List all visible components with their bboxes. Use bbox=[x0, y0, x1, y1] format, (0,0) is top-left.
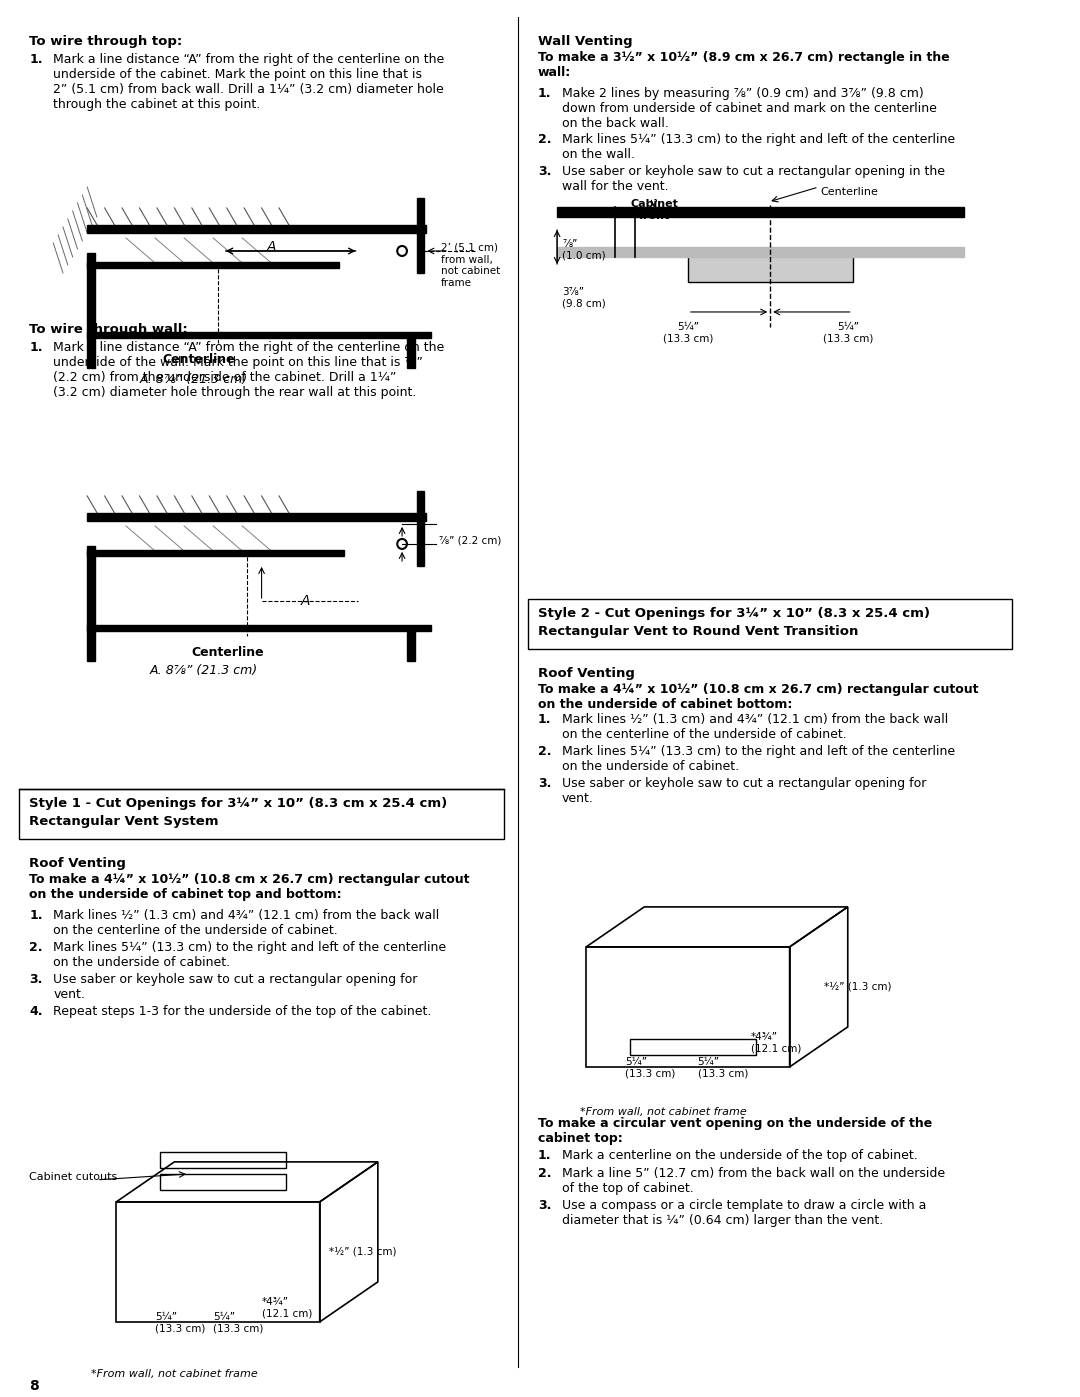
Text: To wire through wall:: To wire through wall: bbox=[29, 323, 188, 335]
Text: 2’ (5.1 cm)
from wall,
not cabinet
frame: 2’ (5.1 cm) from wall, not cabinet frame bbox=[441, 243, 500, 288]
Text: *4¾”
(12.1 cm): *4¾” (12.1 cm) bbox=[261, 1296, 312, 1319]
Text: 5¼”
(13.3 cm): 5¼” (13.3 cm) bbox=[823, 321, 873, 344]
Text: ⅞” (2.2 cm): ⅞” (2.2 cm) bbox=[438, 536, 501, 546]
Text: 5¼”
(13.3 cm): 5¼” (13.3 cm) bbox=[698, 1058, 748, 1078]
Text: Mark a line distance “A” from the right of the centerline on the
underside of th: Mark a line distance “A” from the right … bbox=[53, 53, 445, 110]
Bar bbox=[417, 490, 424, 566]
Text: Mark lines 5¼” (13.3 cm) to the right and left of the centerline
on the undersid: Mark lines 5¼” (13.3 cm) to the right an… bbox=[562, 745, 955, 773]
Text: Mark a line 5” (12.7 cm) from the back wall on the underside
of the top of cabin: Mark a line 5” (12.7 cm) from the back w… bbox=[562, 1166, 945, 1194]
Text: Roof Venting: Roof Venting bbox=[29, 856, 126, 870]
Text: A: A bbox=[267, 240, 275, 254]
Bar bbox=[87, 624, 431, 631]
Bar bbox=[557, 247, 964, 257]
Text: Rectangular Vent System: Rectangular Vent System bbox=[29, 814, 218, 828]
Text: Wall Venting: Wall Venting bbox=[538, 35, 633, 47]
Text: Use a compass or a circle template to draw a circle with a
diameter that is ¼” (: Use a compass or a circle template to dr… bbox=[562, 1199, 927, 1227]
Bar bbox=[87, 332, 95, 367]
Bar bbox=[87, 513, 427, 521]
Text: *From wall, not cabinet frame: *From wall, not cabinet frame bbox=[580, 1106, 747, 1116]
Text: Centerline: Centerline bbox=[162, 353, 235, 366]
Text: 1.: 1. bbox=[538, 712, 551, 726]
Text: 1.: 1. bbox=[29, 341, 42, 353]
Text: *4¾”
(12.1 cm): *4¾” (12.1 cm) bbox=[751, 1032, 801, 1053]
Text: 5¼”
(13.3 cm): 5¼” (13.3 cm) bbox=[663, 321, 713, 344]
Bar bbox=[87, 225, 427, 233]
Text: *From wall, not cabinet frame: *From wall, not cabinet frame bbox=[91, 1369, 258, 1379]
Text: Cabinet cutouts: Cabinet cutouts bbox=[29, 1172, 118, 1182]
Bar bbox=[87, 550, 343, 556]
Text: A. 8⅞” (21.3 cm): A. 8⅞” (21.3 cm) bbox=[139, 373, 247, 386]
Text: 1.: 1. bbox=[29, 53, 42, 66]
Text: 4.: 4. bbox=[29, 1004, 42, 1018]
Text: *½” (1.3 cm): *½” (1.3 cm) bbox=[329, 1248, 397, 1257]
Text: Roof Venting: Roof Venting bbox=[538, 666, 635, 680]
Bar bbox=[630, 1039, 756, 1055]
Text: To make a 4¼” x 10½” (10.8 cm x 26.7 cm) rectangular cutout
on the underside of : To make a 4¼” x 10½” (10.8 cm x 26.7 cm)… bbox=[29, 873, 470, 901]
Text: 1.: 1. bbox=[29, 909, 42, 922]
Text: Repeat steps 1-3 for the underside of the top of the cabinet.: Repeat steps 1-3 for the underside of th… bbox=[53, 1004, 432, 1018]
Text: 2.: 2. bbox=[29, 942, 42, 954]
Text: A. 8⅞” (21.3 cm): A. 8⅞” (21.3 cm) bbox=[149, 664, 257, 678]
Text: 5¼”
(13.3 cm): 5¼” (13.3 cm) bbox=[625, 1058, 675, 1078]
Text: Mark lines ½” (1.3 cm) and 4¾” (12.1 cm) from the back wall
on the centerline of: Mark lines ½” (1.3 cm) and 4¾” (12.1 cm)… bbox=[53, 909, 440, 937]
Text: Use saber or keyhole saw to cut a rectangular opening in the
wall for the vent.: Use saber or keyhole saw to cut a rectan… bbox=[562, 165, 945, 193]
Text: 3.: 3. bbox=[29, 972, 42, 986]
Text: 1.: 1. bbox=[538, 1148, 551, 1162]
Text: 5¼”
(13.3 cm): 5¼” (13.3 cm) bbox=[213, 1312, 264, 1334]
Text: 2.: 2. bbox=[538, 1166, 551, 1180]
Text: Rectangular Vent to Round Vent Transition: Rectangular Vent to Round Vent Transitio… bbox=[538, 624, 859, 638]
Bar bbox=[87, 626, 95, 661]
Text: Cabinet
front: Cabinet front bbox=[630, 198, 678, 221]
Text: Style 2 - Cut Openings for 3¼” x 10” (8.3 x 25.4 cm): Style 2 - Cut Openings for 3¼” x 10” (8.… bbox=[538, 606, 930, 620]
Text: Centerline: Centerline bbox=[191, 645, 264, 659]
Text: To make a 4¼” x 10½” (10.8 cm x 26.7 cm) rectangular cutout
on the underside of : To make a 4¼” x 10½” (10.8 cm x 26.7 cm)… bbox=[538, 683, 978, 711]
Bar bbox=[528, 599, 1012, 650]
Text: 8: 8 bbox=[29, 1379, 39, 1393]
Text: 2.: 2. bbox=[538, 745, 551, 759]
Text: Style 1 - Cut Openings for 3¼” x 10” (8.3 cm x 25.4 cm): Style 1 - Cut Openings for 3¼” x 10” (8.… bbox=[29, 796, 447, 810]
Text: *½” (1.3 cm): *½” (1.3 cm) bbox=[824, 982, 891, 992]
Text: To make a circular vent opening on the underside of the
cabinet top:: To make a circular vent opening on the u… bbox=[538, 1116, 932, 1146]
Text: ⅞”
(1.0 cm): ⅞” (1.0 cm) bbox=[562, 239, 606, 261]
Bar bbox=[160, 1153, 286, 1168]
Bar bbox=[160, 1173, 286, 1190]
Text: Mark a centerline on the underside of the top of cabinet.: Mark a centerline on the underside of th… bbox=[562, 1148, 918, 1162]
Bar bbox=[87, 546, 95, 626]
Bar bbox=[557, 207, 964, 217]
Text: 1.: 1. bbox=[538, 87, 551, 101]
Text: Make 2 lines by measuring ⅞” (0.9 cm) and 3⅞” (9.8 cm)
down from underside of ca: Make 2 lines by measuring ⅞” (0.9 cm) an… bbox=[562, 87, 936, 130]
Text: 3.: 3. bbox=[538, 1199, 551, 1211]
Text: 3.: 3. bbox=[538, 777, 551, 789]
Text: To wire through top:: To wire through top: bbox=[29, 35, 183, 47]
Bar bbox=[19, 789, 503, 840]
Bar bbox=[87, 263, 339, 268]
Text: Mark a line distance “A” from the right of the centerline on the
underside of th: Mark a line distance “A” from the right … bbox=[53, 341, 445, 400]
Text: 3⅞”
(9.8 cm): 3⅞” (9.8 cm) bbox=[562, 286, 606, 309]
Bar bbox=[417, 198, 424, 272]
Text: A: A bbox=[300, 594, 310, 608]
Text: Use saber or keyhole saw to cut a rectangular opening for
vent.: Use saber or keyhole saw to cut a rectan… bbox=[53, 972, 418, 1000]
Bar bbox=[407, 626, 415, 661]
Bar bbox=[87, 253, 95, 332]
Text: Centerline: Centerline bbox=[821, 187, 878, 197]
Bar bbox=[688, 251, 852, 282]
Text: Mark lines 5¼” (13.3 cm) to the right and left of the centerline
on the wall.: Mark lines 5¼” (13.3 cm) to the right an… bbox=[562, 133, 955, 161]
Bar bbox=[87, 332, 431, 338]
Text: 5¼”
(13.3 cm): 5¼” (13.3 cm) bbox=[156, 1312, 205, 1334]
Text: 3.: 3. bbox=[538, 165, 551, 177]
Bar bbox=[407, 332, 415, 367]
Text: Use saber or keyhole saw to cut a rectangular opening for
vent.: Use saber or keyhole saw to cut a rectan… bbox=[562, 777, 927, 805]
Text: Mark lines ½” (1.3 cm) and 4¾” (12.1 cm) from the back wall
on the centerline of: Mark lines ½” (1.3 cm) and 4¾” (12.1 cm)… bbox=[562, 712, 948, 740]
Text: Mark lines 5¼” (13.3 cm) to the right and left of the centerline
on the undersid: Mark lines 5¼” (13.3 cm) to the right an… bbox=[53, 942, 446, 970]
Text: To make a 3½” x 10½” (8.9 cm x 26.7 cm) rectangle in the
wall:: To make a 3½” x 10½” (8.9 cm x 26.7 cm) … bbox=[538, 52, 949, 80]
Text: 2.: 2. bbox=[538, 133, 551, 147]
